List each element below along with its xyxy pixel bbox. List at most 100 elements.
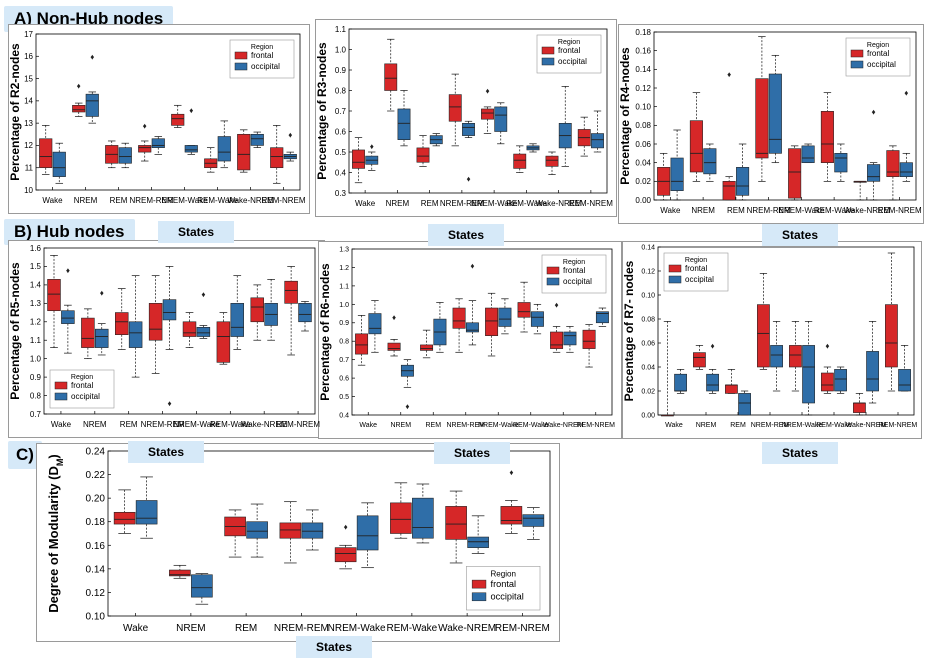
- x-tick-label: REM-NREM: [577, 422, 616, 429]
- legend-swatch-frontal: [546, 266, 560, 275]
- box-frontal: [693, 352, 706, 368]
- outlier-marker: ♦: [201, 290, 205, 299]
- y-tick-label: 0.02: [641, 388, 655, 395]
- legend-swatch-occipital: [668, 275, 682, 284]
- y-tick-label: 0.7: [339, 357, 349, 364]
- box-occipital: [674, 373, 687, 392]
- x-tick-label: REM-NREM: [276, 420, 320, 429]
- x-tick-label: NREM-REM: [747, 206, 791, 215]
- y-axis-label: Percentage of R2-nodes: [8, 43, 22, 181]
- outlier-marker: ♦: [189, 106, 193, 115]
- x-tick-label: Wake-NREM: [241, 420, 288, 429]
- box-frontal: [279, 522, 302, 539]
- outlier-marker: ♦: [711, 341, 715, 350]
- box-occipital: [703, 148, 717, 175]
- y-tick-label: 0.16: [86, 541, 106, 552]
- x-tick-label: REM: [421, 199, 439, 208]
- legend-label-occipital: occipital: [251, 62, 280, 71]
- legend-swatch-occipital: [54, 392, 68, 401]
- chart-dm: 0.10 0.12 0.14 0.16 0.18 0.20 0.22 0.24 Degree o…: [46, 447, 551, 634]
- x-tick-label: Wake: [665, 422, 683, 429]
- legend-label-frontal: frontal: [867, 49, 889, 58]
- box-frontal: [237, 133, 251, 171]
- plot-area-frame: [107, 450, 551, 617]
- y-tick-label: 0.5: [335, 148, 347, 157]
- y-tick-label: 0.14: [635, 65, 651, 74]
- x-tick-label: NREM-REM: [751, 422, 790, 429]
- x-tick-label: REM-NREM: [569, 199, 613, 208]
- box-occipital: [738, 393, 751, 416]
- box-occipital: [368, 313, 382, 335]
- outlier-marker: ♦: [727, 70, 731, 79]
- x-tick-label: Wake: [123, 623, 149, 634]
- x-tick-label: NREM-REM: [141, 420, 185, 429]
- y-tick-label: 0.10: [86, 612, 106, 623]
- box-occipital: [866, 351, 879, 392]
- chart-r3: 0.3 0.4 0.5 0.6 0.7 0.8 0.9 1.0 1.1 Percentage of…: [315, 25, 613, 208]
- outlier-marker: ♦: [470, 262, 474, 271]
- y-tick-label: 0.14: [86, 564, 106, 575]
- box-occipital: [802, 345, 815, 404]
- box-frontal: [113, 511, 136, 525]
- outlier-marker: ♦: [143, 121, 147, 130]
- x-tick-label: Wake-NREM: [438, 623, 496, 634]
- y-axis-label: Percentage of R7- nodes: [622, 260, 636, 401]
- x-tick-label: NREM: [390, 422, 411, 429]
- y-tick-label: 0.24: [86, 447, 106, 458]
- y-tick-label: 14: [24, 97, 33, 106]
- x-tick-label: REM-NREM: [262, 196, 306, 205]
- y-tick-label: 10: [24, 186, 33, 195]
- y-tick-label: 0.6: [339, 376, 349, 383]
- x-tick-label: Wake-NREM: [543, 422, 584, 429]
- x-tick-label: REM: [425, 422, 441, 429]
- y-tick-label: 1.3: [339, 246, 349, 253]
- x-tick-label: NREM: [696, 422, 717, 429]
- box-frontal: [250, 297, 264, 323]
- box-occipital: [801, 145, 815, 163]
- y-tick-label: 0.3: [335, 189, 347, 198]
- y-tick-label: 0.06: [635, 140, 651, 149]
- box-frontal: [182, 321, 197, 337]
- y-tick-label: 1.3: [30, 299, 42, 308]
- outlier-marker: ♦: [392, 313, 396, 322]
- box-frontal: [788, 148, 802, 199]
- y-tick-label: 12: [24, 141, 33, 150]
- box-frontal: [138, 145, 152, 153]
- y-tick-label: 0.20: [86, 494, 106, 505]
- box-occipital: [834, 369, 847, 392]
- box-frontal: [789, 345, 802, 368]
- box-frontal: [270, 147, 284, 169]
- y-axis-label: Percentage of R3-nodes: [315, 42, 329, 180]
- x-tick-label: Wake-NREM: [844, 206, 891, 215]
- legend-title: Region: [490, 570, 516, 579]
- y-tick-label: 0.4: [335, 168, 347, 177]
- y-tick-label: 0.00: [641, 412, 655, 419]
- outlier-marker: ♦: [466, 175, 470, 184]
- legend-label-occipital: occipital: [563, 277, 592, 286]
- x-tick-label: NREM-Wake: [778, 206, 825, 215]
- y-axis-label: Percentage of R4-nodes: [618, 47, 632, 185]
- box-frontal: [47, 279, 61, 312]
- legend-swatch-frontal: [234, 51, 248, 60]
- legend-label-frontal: frontal: [71, 381, 93, 390]
- x-tick-label: REM: [235, 623, 257, 634]
- box-occipital: [736, 167, 750, 196]
- x-tick-label: Wake: [42, 196, 63, 205]
- y-tick-label: 0.9: [335, 66, 347, 75]
- y-tick-label: 0.08: [635, 121, 651, 130]
- x-tick-label: NREM-Wake: [328, 623, 386, 634]
- y-tick-label: 16: [24, 52, 33, 61]
- outlier-marker: ♦: [288, 130, 292, 139]
- x-tick-label: NREM-Wake: [478, 422, 519, 429]
- x-tick-label: REM-NREM: [879, 422, 918, 429]
- box-frontal: [355, 333, 369, 355]
- y-tick-label: 1.0: [339, 302, 349, 309]
- box-frontal: [387, 342, 401, 351]
- y-tick-label: 0.4: [339, 412, 349, 419]
- legend-label-frontal: frontal: [491, 579, 517, 589]
- box-occipital: [135, 500, 158, 525]
- y-tick-label: 0.5: [339, 394, 349, 401]
- box-occipital: [522, 514, 545, 527]
- x-tick-label: Wake-NREM: [227, 196, 274, 205]
- legend-swatch-frontal: [668, 264, 682, 273]
